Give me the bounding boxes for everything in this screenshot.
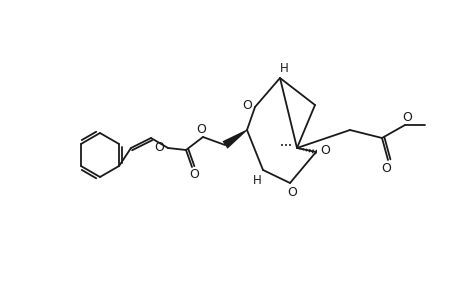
Text: H: H bbox=[252, 173, 261, 187]
Text: O: O bbox=[401, 110, 411, 124]
Text: O: O bbox=[189, 167, 198, 181]
Text: H: H bbox=[279, 61, 288, 74]
Text: O: O bbox=[380, 161, 390, 175]
Text: O: O bbox=[241, 98, 252, 112]
Text: O: O bbox=[319, 143, 329, 157]
Text: O: O bbox=[154, 140, 163, 154]
Polygon shape bbox=[222, 130, 247, 149]
Text: O: O bbox=[286, 185, 297, 199]
Text: O: O bbox=[196, 122, 206, 136]
Text: •••: ••• bbox=[280, 143, 291, 149]
